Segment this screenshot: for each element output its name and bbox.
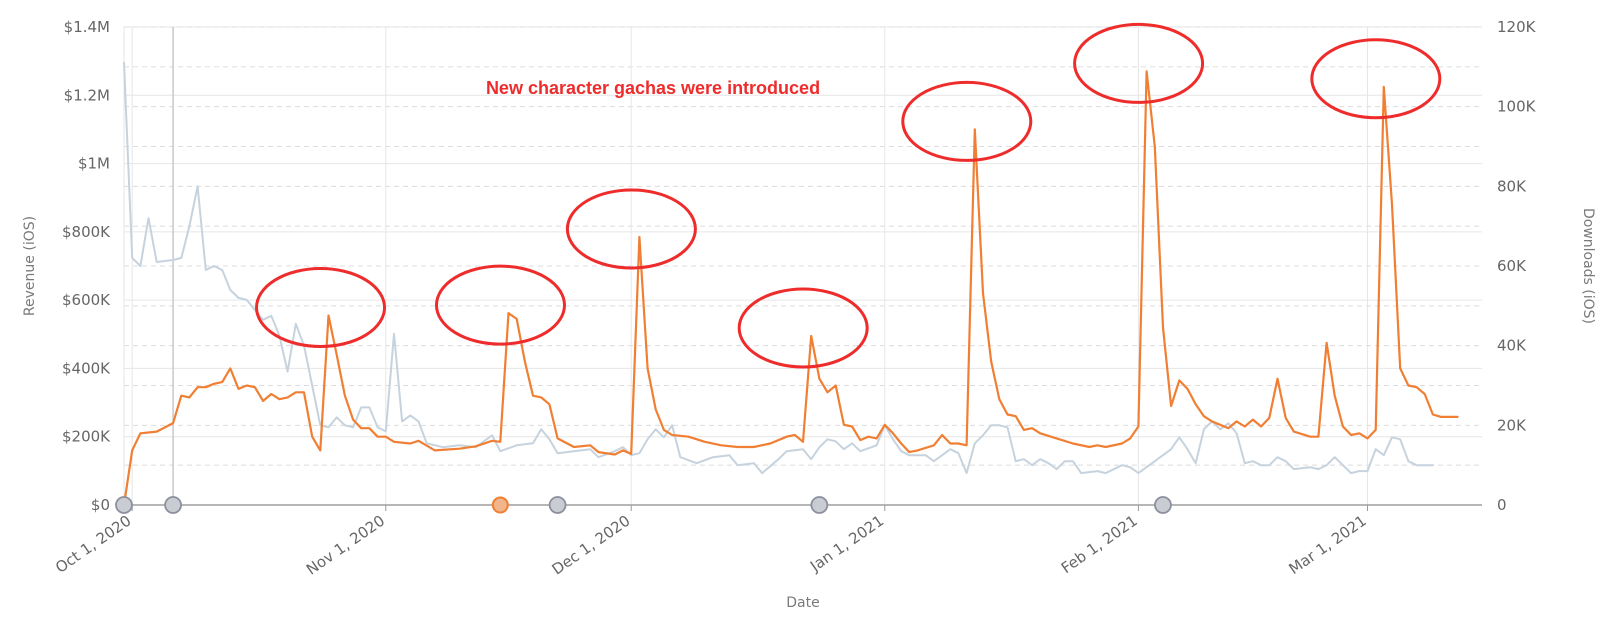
revenue-series-line xyxy=(122,70,1459,507)
annotation-ellipse xyxy=(1073,22,1205,104)
x-tick-label: Dec 1, 2020 xyxy=(549,512,634,579)
grid-lines xyxy=(123,26,1482,506)
x-tick-label: Oct 1, 2020 xyxy=(52,512,134,577)
event-marker xyxy=(164,496,182,514)
x-tick-label: Jan 1, 2021 xyxy=(806,512,887,576)
y-tick-label-left: $800K xyxy=(62,223,111,241)
y-tick-label-right: 0 xyxy=(1497,496,1507,514)
x-tick-label: Mar 1, 2021 xyxy=(1285,512,1369,579)
annotation-text: New character gachas were introduced xyxy=(486,78,820,98)
y-tick-label-right: 60K xyxy=(1497,257,1527,275)
event-marker-highlighted xyxy=(491,496,509,514)
event-marker xyxy=(810,496,829,514)
y-tick-label-right: 80K xyxy=(1497,177,1527,195)
event-marker xyxy=(1154,496,1172,514)
y-axis-left-ticks: $0 $200K $400K $600K $800K $1M $1.2M $1.4M xyxy=(62,18,111,514)
y-tick-label-right: 20K xyxy=(1497,416,1527,434)
x-tick-label: Feb 1, 2021 xyxy=(1058,512,1141,578)
event-marker xyxy=(548,496,567,514)
y-tick-label-left: $600K xyxy=(62,291,111,309)
annotation-ellipse xyxy=(1310,38,1442,120)
series-lines xyxy=(122,61,1459,507)
annotation-ellipse xyxy=(565,188,697,270)
annotation-ellipse xyxy=(434,264,566,346)
y-axis-right-title: Downloads (iOS) xyxy=(1580,208,1596,324)
x-tick-label: Nov 1, 2020 xyxy=(303,512,388,579)
event-markers xyxy=(115,496,1172,514)
y-tick-label-left: $1M xyxy=(78,155,110,173)
y-tick-label-right: 40K xyxy=(1497,337,1527,355)
x-axis-ticks: Oct 1, 2020 Nov 1, 2020 Dec 1, 2020 Jan 1, … xyxy=(52,505,1370,579)
event-marker xyxy=(115,496,133,514)
annotation-ellipse xyxy=(737,287,869,369)
y-tick-label-right: 100K xyxy=(1497,98,1537,116)
y-tick-label-left: $1.4M xyxy=(64,18,110,36)
x-axis-title: Date xyxy=(786,595,819,611)
y-tick-label-left: $200K xyxy=(62,428,111,446)
y-tick-label-left: $400K xyxy=(62,359,111,377)
annotation-ellipse xyxy=(255,267,387,349)
y-tick-label-left: $1.2M xyxy=(64,86,110,104)
y-tick-label-left: $0 xyxy=(91,496,110,514)
y-axis-left-title: Revenue (iOS) xyxy=(22,216,38,316)
annotation-ellipse xyxy=(901,80,1033,162)
y-axis-right-ticks: 0 20K 40K 60K 80K 100K 120K xyxy=(1497,18,1537,514)
annotation-circles xyxy=(255,22,1442,369)
y-tick-label-right: 120K xyxy=(1497,18,1537,36)
